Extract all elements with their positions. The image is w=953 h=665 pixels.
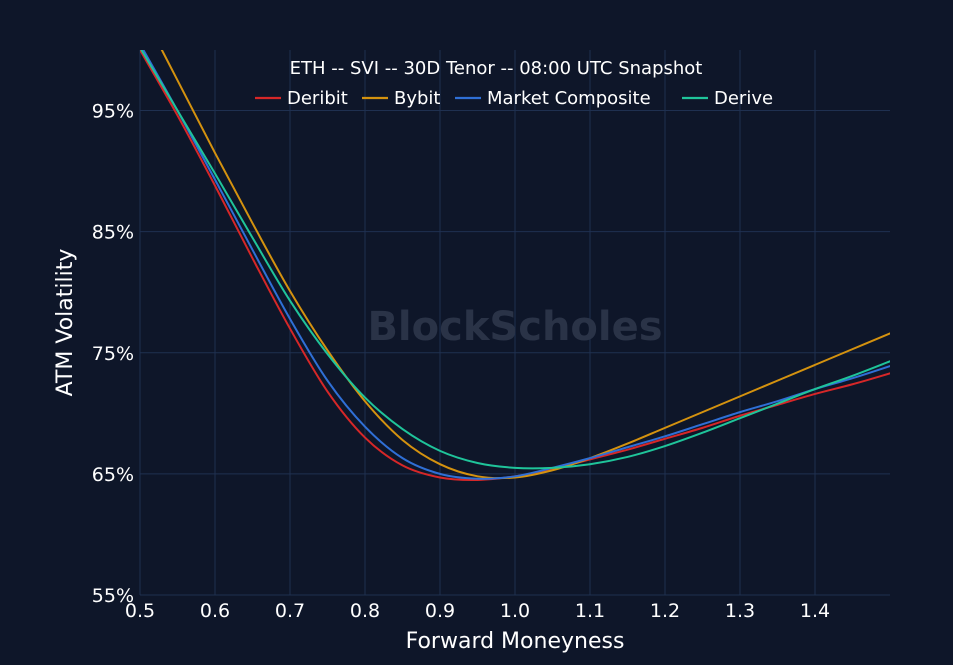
legend: Deribit Bybit Market Composite Derive [255, 88, 773, 109]
chart-title: ETH -- SVI -- 30D Tenor -- 08:00 UTC Sna… [290, 58, 703, 79]
x-tick-label: 1.3 [725, 600, 755, 622]
grid-layer [139, 50, 890, 596]
x-tick-label: 0.8 [350, 600, 380, 622]
x-tick-label: 0.9 [425, 600, 455, 622]
legend-item-bybit[interactable]: Bybit [362, 88, 441, 109]
x-tick-label: 1.4 [800, 600, 830, 622]
y-tick-label: 85% [92, 222, 134, 244]
x-tick-label: 0.5 [125, 600, 155, 622]
series-line-derive [140, 50, 890, 470]
legend-label: Market Composite [487, 88, 651, 109]
legend-item-deribit[interactable]: Deribit [255, 88, 348, 109]
y-tick-label: 65% [92, 464, 134, 486]
y-axis-title: ATM Volatility [53, 249, 78, 397]
x-axis-title: Forward Moneyness [406, 629, 625, 654]
y-tick-labels: 55% 65% 75% 85% 95% [92, 101, 134, 607]
x-tick-label: 1.2 [650, 600, 680, 622]
legend-label: Deribit [287, 88, 348, 109]
y-tick-label: 95% [92, 101, 134, 123]
x-tick-label: 1.1 [575, 600, 605, 622]
legend-item-market-composite[interactable]: Market Composite [455, 88, 651, 109]
y-tick-label: 75% [92, 343, 134, 365]
x-tick-label: 0.7 [275, 600, 305, 622]
y-tick-label: 55% [92, 585, 134, 607]
legend-item-derive[interactable]: Derive [682, 88, 773, 109]
legend-label: Bybit [394, 88, 441, 109]
series-layer [140, 50, 890, 481]
series-line-market-composite [142, 50, 890, 480]
x-tick-label: 1.0 [500, 600, 530, 622]
x-tick-label: 0.6 [200, 600, 230, 622]
legend-label: Derive [714, 88, 773, 109]
x-tick-labels: 0.5 0.6 0.7 0.8 0.9 1.0 1.1 1.2 1.3 1.4 [125, 600, 830, 622]
watermark: BlockScholes [367, 304, 662, 350]
